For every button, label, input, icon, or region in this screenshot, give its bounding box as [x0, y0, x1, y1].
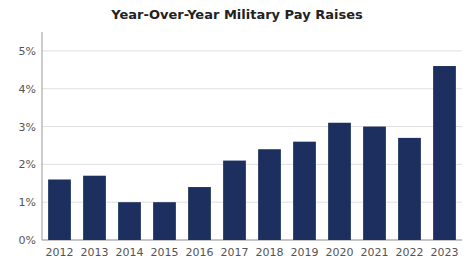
y-tick-label: 4%	[19, 83, 36, 96]
y-axis-line	[42, 32, 43, 240]
x-tick-label: 2012	[46, 246, 74, 259]
x-tick-label: 2018	[256, 246, 284, 259]
bar	[153, 202, 176, 240]
bar	[293, 142, 316, 240]
bar	[328, 123, 351, 240]
x-tick-label: 2020	[326, 246, 354, 259]
grid-line	[42, 50, 462, 51]
bar	[223, 161, 246, 240]
x-tick-label: 2022	[396, 246, 424, 259]
y-grid	[42, 51, 462, 240]
y-tick-label: 3%	[19, 121, 36, 134]
y-tick-label: 5%	[19, 45, 36, 58]
bar	[83, 176, 106, 240]
x-tick-label: 2019	[291, 246, 319, 259]
chart-container: Year-Over-Year Military Pay Raises 0% 1% 2%…	[0, 0, 474, 266]
grid-line	[42, 88, 462, 89]
bar	[398, 138, 421, 240]
bar	[258, 149, 281, 240]
x-tick-label: 2023	[431, 246, 459, 259]
grid-line	[42, 126, 462, 127]
x-tick-label: 2014	[116, 246, 144, 259]
y-tick-label: 0%	[19, 234, 36, 247]
x-tick-label: 2013	[81, 246, 109, 259]
x-tick-label: 2017	[221, 246, 249, 259]
x-tick-label: 2016	[186, 246, 214, 259]
chart-svg: Year-Over-Year Military Pay Raises 0% 1% 2%…	[0, 0, 474, 266]
chart-title: Year-Over-Year Military Pay Raises	[110, 7, 363, 22]
bar	[48, 179, 71, 240]
bar	[363, 127, 386, 240]
bars	[48, 66, 456, 240]
x-tick-label: 2021	[361, 246, 389, 259]
x-tick-label: 2015	[151, 246, 179, 259]
y-tick-label: 1%	[19, 196, 36, 209]
bar	[118, 202, 141, 240]
y-tick-label: 2%	[19, 158, 36, 171]
bar	[433, 66, 456, 240]
bar	[188, 187, 211, 240]
